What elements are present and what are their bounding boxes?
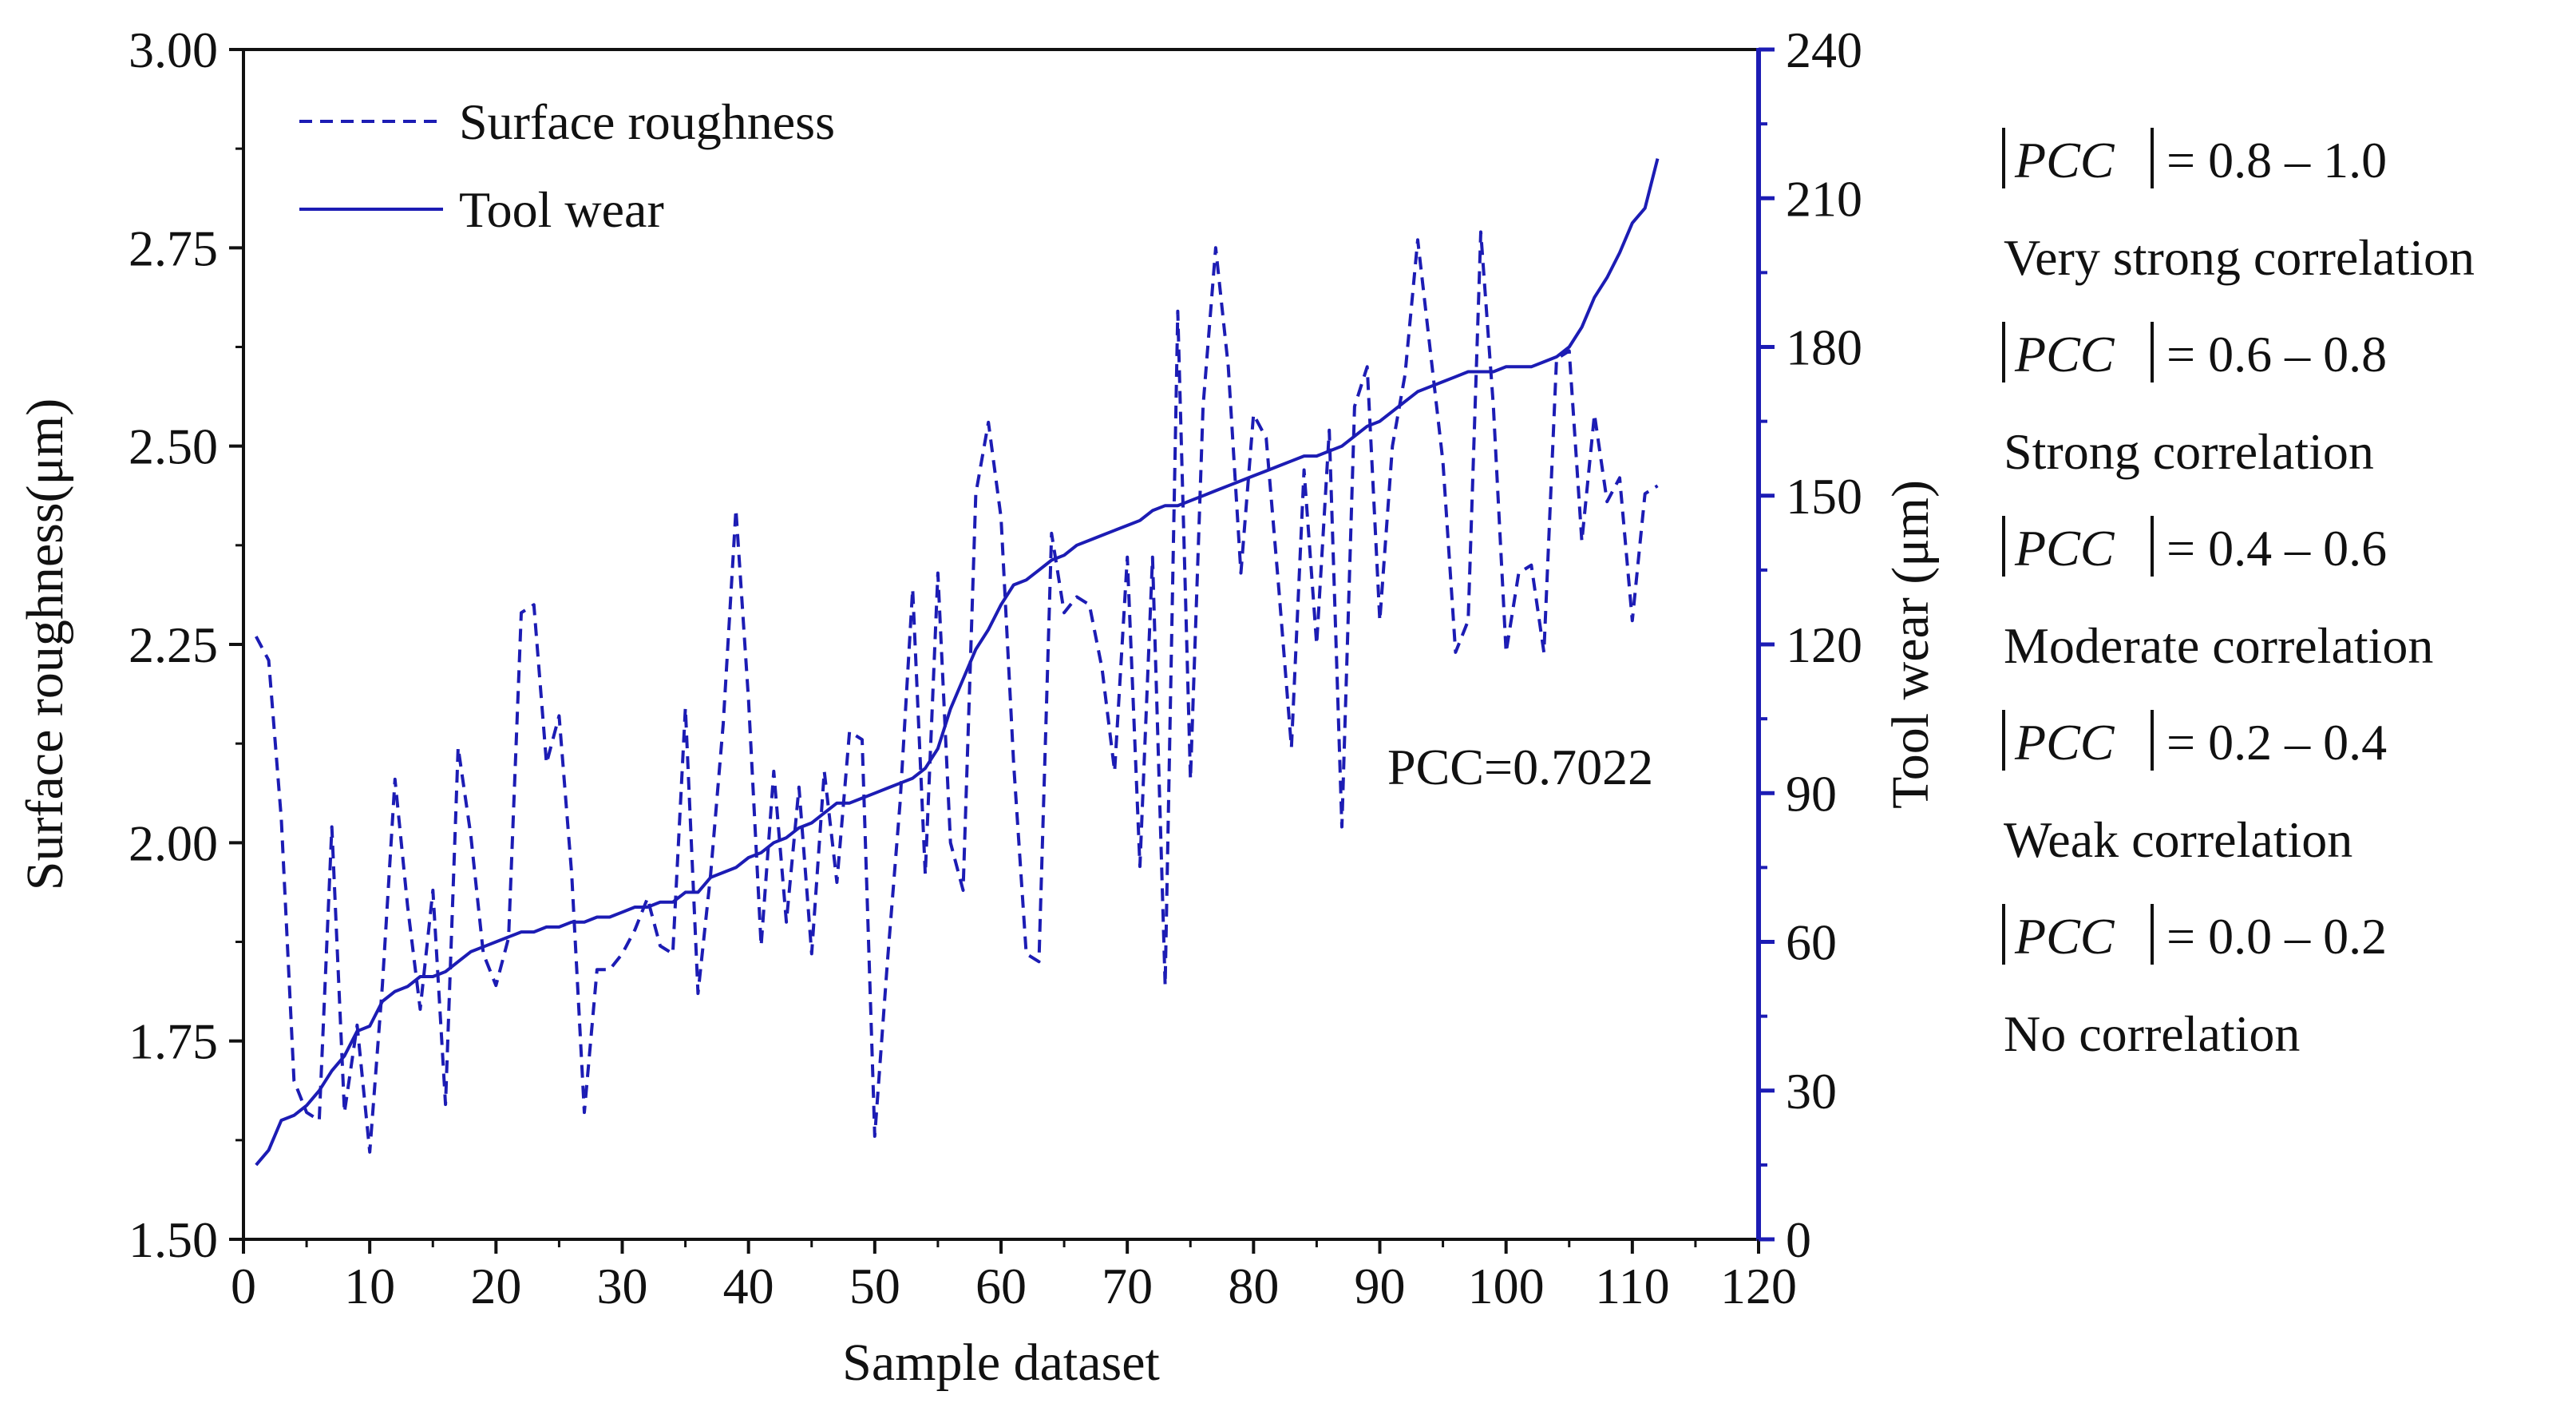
pcc-description: Moderate correlation xyxy=(2004,617,2433,674)
legend-label-tool-wear: Tool wear xyxy=(459,181,664,238)
pcc-entry: PCC = 0.6 – 0.8 Strong correlation xyxy=(2002,322,2387,480)
pcc-entry: PCC = 0.2 – 0.4 Weak correlation xyxy=(2002,710,2387,868)
x-tick-label: 110 xyxy=(1595,1258,1670,1314)
x-tick-label: 70 xyxy=(1102,1258,1153,1314)
pcc-description: Strong correlation xyxy=(2004,423,2374,480)
y-left-tick-label: 1.50 xyxy=(129,1211,218,1268)
x-tick-label: 90 xyxy=(1355,1258,1406,1314)
x-tick-label: 30 xyxy=(597,1258,648,1314)
pcc-annotation: PCC=0.7022 xyxy=(1387,739,1653,795)
x-tick-label: 20 xyxy=(470,1258,521,1314)
pcc-range: = 0.0 – 0.2 xyxy=(2166,908,2387,965)
x-axis-title: Sample dataset xyxy=(842,1334,1160,1392)
y-left-tick-label: 2.50 xyxy=(129,418,218,475)
x-tick-label: 0 xyxy=(231,1258,256,1314)
y-right-tick-label: 240 xyxy=(1786,22,1862,78)
x-tick-label: 80 xyxy=(1228,1258,1279,1314)
pcc-symbol: PCC xyxy=(2014,520,2115,577)
y-right-tick-label: 0 xyxy=(1786,1211,1811,1268)
pcc-symbol: PCC xyxy=(2014,714,2115,771)
y-left-axis-title: Surface roughness(μm) xyxy=(16,398,74,890)
y-left-tick-label: 2.75 xyxy=(129,220,218,276)
y-right-axis-ticks: 0 30 60 90 120 150 180 210 240 xyxy=(1759,22,1862,1268)
y-right-tick-label: 150 xyxy=(1786,468,1862,525)
y-right-axis-title: Tool wear (μm) xyxy=(1882,480,1940,809)
y-right-tick-label: 30 xyxy=(1786,1063,1837,1120)
y-left-tick-label: 3.00 xyxy=(129,22,218,78)
y-right-tick-label: 120 xyxy=(1786,616,1862,673)
y-left-axis-ticks: 1.50 1.75 2.00 2.25 2.50 2.75 3.00 xyxy=(129,22,243,1268)
pcc-symbol: PCC xyxy=(2014,132,2115,188)
series-line-tool-wear xyxy=(255,158,1660,1167)
pcc-description: Weak correlation xyxy=(2004,811,2352,868)
pcc-entry: PCC = 0.0 – 0.2 No correlation xyxy=(2002,904,2387,1062)
y-left-tick-label: 2.00 xyxy=(129,814,218,871)
y-left-tick-label: 1.75 xyxy=(129,1013,218,1070)
y-right-tick-label: 90 xyxy=(1786,765,1837,822)
pcc-range: = 0.8 – 1.0 xyxy=(2166,132,2387,188)
pcc-range: = 0.2 – 0.4 xyxy=(2166,714,2387,771)
pcc-entry: PCC = 0.8 – 1.0 Very strong correlation xyxy=(2002,128,2475,286)
x-axis-ticks: 0 10 20 30 40 50 60 70 80 90 100 110 120 xyxy=(231,1239,1797,1314)
y-right-tick-label: 60 xyxy=(1786,914,1837,971)
x-tick-label: 100 xyxy=(1468,1258,1545,1314)
x-tick-label: 60 xyxy=(975,1258,1027,1314)
pcc-symbol: PCC xyxy=(2014,908,2115,965)
pcc-entry: PCC = 0.4 – 0.6 Moderate correlation xyxy=(2002,516,2433,674)
pcc-description: Very strong correlation xyxy=(2004,229,2475,286)
y-right-tick-label: 210 xyxy=(1786,170,1862,227)
pcc-description: No correlation xyxy=(2004,1005,2300,1062)
legend-label-surface-roughness: Surface roughness xyxy=(459,93,835,150)
pcc-symbol: PCC xyxy=(2014,326,2115,382)
y-left-tick-label: 2.25 xyxy=(129,616,218,673)
series-layer xyxy=(255,158,1660,1167)
y-right-tick-label: 180 xyxy=(1786,319,1862,376)
x-tick-label: 40 xyxy=(723,1258,774,1314)
x-tick-label: 50 xyxy=(849,1258,900,1314)
x-tick-label: 120 xyxy=(1720,1258,1797,1314)
pcc-range: = 0.4 – 0.6 xyxy=(2166,520,2387,577)
series-line-surface-roughness xyxy=(255,230,1659,1154)
x-tick-label: 10 xyxy=(344,1258,395,1314)
legend: Surface roughness Tool wear xyxy=(299,93,835,238)
pcc-range: = 0.6 – 0.8 xyxy=(2166,326,2387,382)
